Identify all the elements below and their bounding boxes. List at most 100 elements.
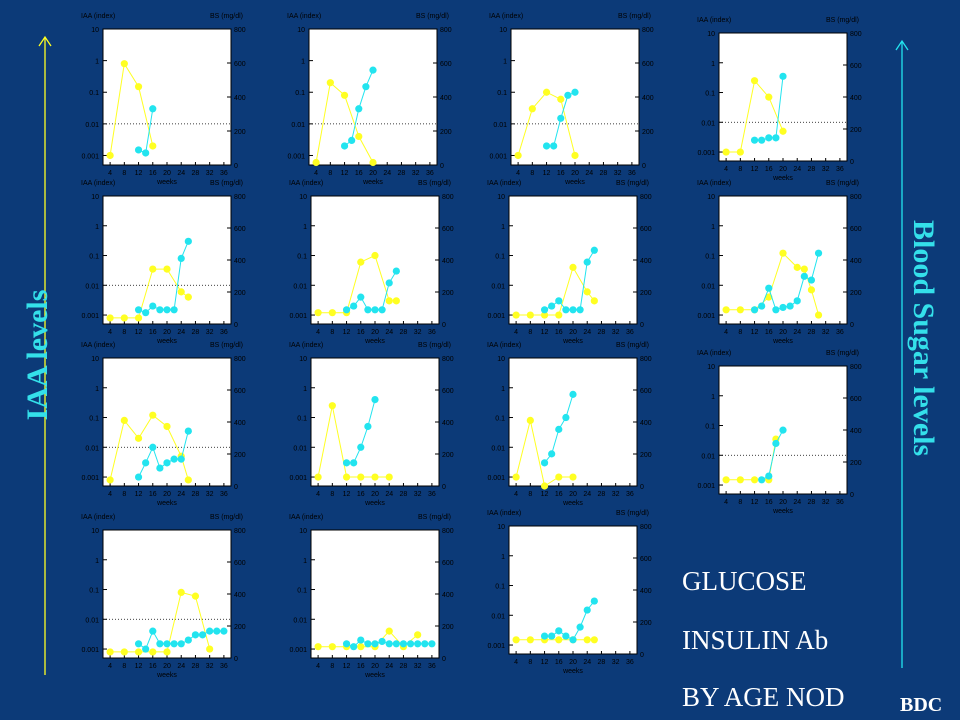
glucose-point	[765, 93, 773, 101]
x-tick-label: 28	[192, 170, 200, 177]
glucose-point	[134, 83, 143, 91]
x-tick-label: 28	[808, 499, 816, 506]
glucose-point	[555, 636, 563, 644]
y2-tick-label: 800	[234, 27, 246, 34]
chart-panel-15: 10 1 0.1 0.01 0.001 800 600 400 200 0 4 8 12 16 20 24 28…	[487, 510, 652, 675]
insulin-point	[779, 72, 787, 80]
insulin-point	[149, 443, 157, 451]
insulin-point	[170, 640, 178, 648]
y2-tick-label: 400	[234, 592, 246, 599]
y1-tick-label: 0.1	[89, 90, 99, 97]
y1-tick-label: 10	[499, 27, 507, 34]
y1-tick-label: 0.001	[287, 153, 305, 160]
x-tick-label: 36	[626, 329, 634, 336]
y2-tick-label: 800	[642, 27, 654, 34]
x-tick-label: 4	[514, 491, 518, 498]
insulin-point	[590, 246, 598, 254]
insulin-point	[399, 640, 408, 648]
insulin-point	[142, 309, 150, 317]
y1-tick-label: 0.01	[491, 613, 505, 620]
x-tick-label: 12	[543, 170, 551, 177]
glucose-point	[184, 293, 192, 301]
x-tick-label: 24	[385, 491, 393, 498]
y1-tick-label: 1	[711, 394, 715, 401]
x-tick-label: 8	[330, 491, 334, 498]
insulin-point	[378, 306, 386, 314]
y2-tick-label: 600	[850, 63, 862, 70]
insulin-point	[357, 443, 365, 451]
chart-panel-14: 10 1 0.1 0.01 0.001 800 600 400 200 0 4 8 12 16 20 24 28…	[289, 514, 454, 679]
insulin-point	[421, 640, 429, 648]
y2-tick-label: 0	[234, 163, 238, 170]
insulin-point	[342, 306, 351, 314]
glucose-point	[149, 265, 157, 273]
chart-panel-4: 10 1 0.1 0.01 0.001 800 600 400 200 0 4 8 12 16 20 24 28…	[697, 17, 862, 182]
insulin-point	[548, 302, 556, 310]
insulin-point	[149, 627, 157, 635]
x-tick-label: 24	[177, 170, 185, 177]
insulin-point	[156, 464, 164, 472]
y2-tick-label: 200	[442, 452, 454, 459]
insulin-point	[170, 455, 178, 463]
y2-tick-label: 0	[850, 159, 854, 166]
blood-sugar-levels-label: Blood Sugar levels	[907, 220, 940, 457]
x-tick-label: 28	[400, 491, 408, 498]
y1-tick-label: 1	[95, 386, 99, 393]
x-tick-label: 16	[765, 329, 773, 336]
credit-text: BDC	[900, 694, 943, 716]
x-axis-title: weeks	[772, 508, 793, 515]
x-axis-title: weeks	[562, 668, 583, 675]
insulin-point	[750, 136, 759, 144]
x-tick-label: 12	[343, 491, 351, 498]
x-tick-label: 20	[163, 329, 171, 336]
y1-tick-label: 1	[303, 386, 307, 393]
insulin-point	[342, 640, 351, 648]
y1-tick-label: 10	[497, 194, 505, 201]
insulin-point	[562, 413, 570, 422]
y1-axis-title: IAA (index)	[81, 342, 115, 349]
x-tick-label: 28	[598, 659, 606, 666]
chart-panel-13: 10 1 0.1 0.01 0.001 800 600 400 200 0 4 8 12 16 20 24 28…	[81, 514, 246, 679]
x-tick-label: 32	[414, 663, 422, 670]
glucose-point	[722, 148, 730, 156]
glucose-point	[512, 636, 520, 644]
y2-tick-label: 400	[850, 428, 862, 435]
insulin-point	[765, 284, 773, 292]
insulin-point	[590, 597, 598, 605]
insulin-point	[177, 254, 185, 263]
glucose-point	[512, 311, 520, 319]
y1-tick-label: 10	[91, 194, 99, 201]
y2-tick-label: 400	[850, 258, 862, 265]
insulin-point	[357, 636, 365, 644]
y2-tick-label: 600	[640, 556, 652, 563]
x-axis-title: weeks	[564, 179, 585, 186]
glucose-point	[736, 306, 744, 314]
x-tick-label: 36	[628, 170, 636, 177]
y2-tick-label: 800	[640, 356, 652, 363]
y1-tick-label: 0.1	[497, 90, 507, 97]
x-tick-label: 16	[149, 491, 157, 498]
x-axis-title: weeks	[156, 500, 177, 507]
y1-axis-title: IAA (index)	[489, 13, 523, 20]
x-tick-label: 32	[206, 170, 214, 177]
x-tick-label: 4	[108, 329, 112, 336]
y1-tick-label: 1	[95, 558, 99, 565]
x-tick-label: 20	[371, 663, 379, 670]
chart-panel-5: 10 1 0.1 0.01 0.001 800 600 400 200 0 4 8 12 16 20 24 28…	[81, 180, 246, 345]
y2-tick-label: 200	[234, 129, 246, 136]
caption-line-1: GLUCOSE	[682, 566, 807, 596]
caption-line-2: INSULIN Ab	[682, 625, 829, 655]
x-tick-label: 20	[779, 166, 787, 173]
y1-tick-label: 0.1	[297, 254, 307, 261]
glucose-point	[540, 311, 549, 319]
x-axis-title: weeks	[562, 500, 583, 507]
plot-area	[510, 28, 640, 166]
y2-tick-label: 800	[850, 194, 862, 201]
insulin-point	[562, 632, 570, 640]
glucose-point	[526, 636, 534, 644]
y1-tick-label: 10	[497, 524, 505, 531]
glucose-point	[120, 60, 128, 68]
x-tick-label: 32	[822, 499, 830, 506]
glucose-point	[163, 648, 171, 656]
glucose-point	[184, 476, 192, 484]
